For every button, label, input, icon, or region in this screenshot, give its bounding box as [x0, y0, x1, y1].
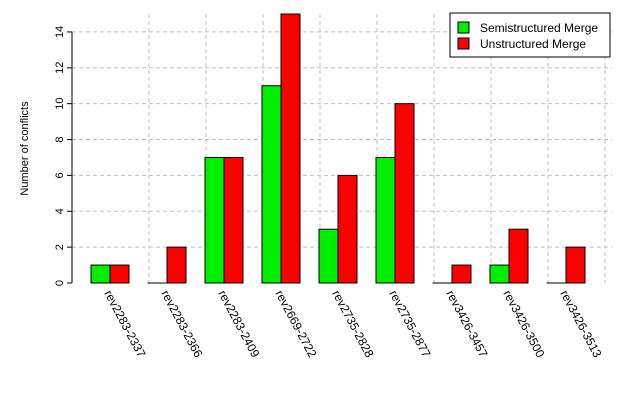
x-axis-labels: rev2283-2337 rev2283-2366 rev2283-2409 rev2…: [101, 288, 604, 360]
x-tick-label: rev2735-2877: [386, 288, 433, 360]
y-tick-label: 12: [54, 62, 66, 74]
bar-unstructured-6: [451, 264, 472, 284]
y-tick-label: 8: [54, 136, 66, 142]
bar-semistructured-0: [90, 264, 111, 284]
bar-unstructured-5: [394, 103, 415, 284]
legend-label-unstructured: Unstructured Merge: [480, 37, 586, 51]
bar-semistructured-5: [375, 156, 396, 284]
y-tick-label: 6: [54, 172, 66, 178]
bar-unstructured-4: [337, 174, 358, 284]
x-tick-label: rev2283-2366: [158, 288, 205, 360]
y-tick-label: 10: [54, 98, 66, 110]
legend: Semistructured Merge Unstructured Merge: [449, 12, 611, 58]
bar-unstructured-8: [565, 246, 586, 284]
bar-unstructured-7: [508, 228, 529, 284]
y-tick-label: 2: [54, 244, 66, 250]
x-tick-label: rev2735-2828: [329, 288, 376, 360]
bar-semistructured-4: [318, 228, 339, 284]
bar-unstructured-1: [166, 246, 187, 284]
x-tick-label: rev3426-3500: [500, 288, 547, 360]
bar-unstructured-0: [109, 264, 130, 284]
y-tick-label: 0: [54, 280, 66, 286]
y-tick-label: 14: [54, 26, 66, 38]
x-tick-label: rev2283-2409: [215, 288, 262, 360]
bar-unstructured-2: [223, 156, 244, 284]
x-tick-label: rev3426-3457: [443, 288, 490, 360]
x-tick-label: rev2283-2337: [101, 288, 148, 360]
bar-semistructured-7: [489, 264, 510, 284]
y-tick-label: 4: [54, 208, 66, 214]
bar-semistructured-2: [204, 156, 225, 284]
bars: [90, 13, 586, 284]
legend-swatch-unstructured: [457, 37, 470, 50]
legend-label-semistructured: Semistructured Merge: [480, 21, 598, 35]
bar-semistructured-3: [261, 85, 282, 284]
x-tick-label: rev2669-2722: [272, 288, 319, 360]
x-tick-label: rev3426-3513: [557, 288, 604, 360]
y-axis-ticks: 0 2 4 6 8 10 12 14: [54, 26, 72, 286]
y-axis-label: Number of conflicts: [19, 101, 31, 196]
bar-unstructured-3: [280, 13, 301, 284]
legend-swatch-semistructured: [457, 21, 470, 34]
legend-box: [449, 12, 611, 58]
